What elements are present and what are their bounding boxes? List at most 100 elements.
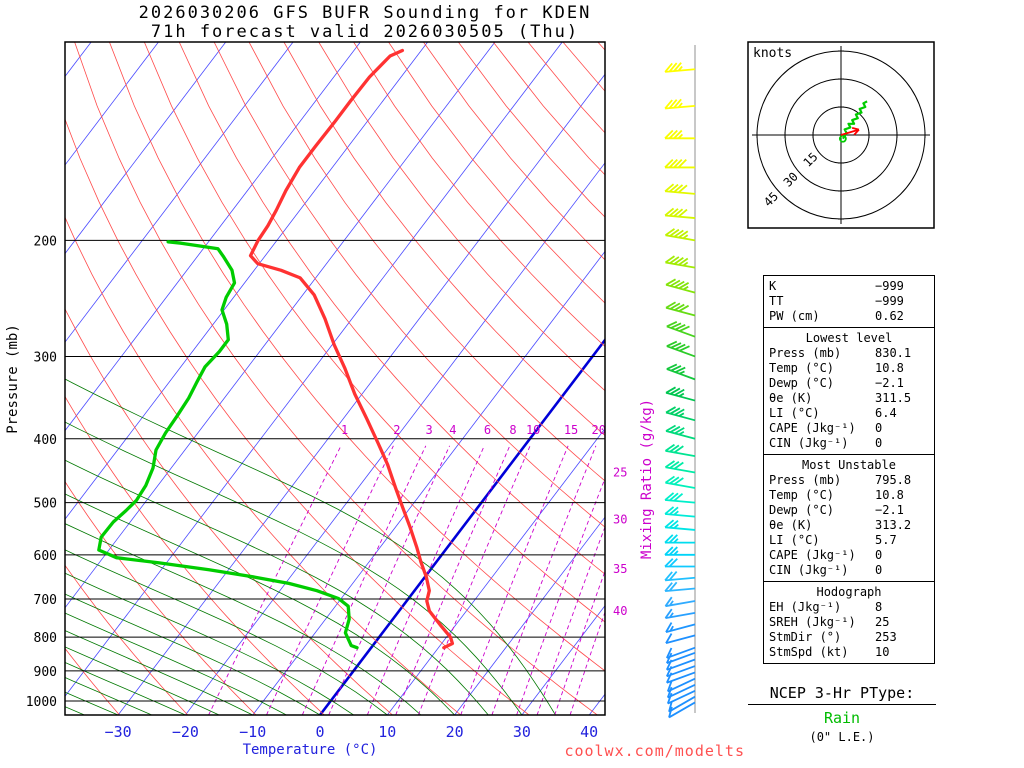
stat-label: Dewp (°C) <box>769 376 835 390</box>
stat-value: 5.7 <box>875 533 897 547</box>
svg-text:1000: 1000 <box>26 695 57 710</box>
stat-label: Temp (°C) <box>769 488 835 502</box>
svg-text:10: 10 <box>378 723 396 741</box>
stat-value: −999 <box>875 294 904 308</box>
stat-value: 10 <box>875 645 890 659</box>
stats-box: Lowest level Press (mb) 830.1 Temp (°C) 10.8… <box>763 327 935 455</box>
svg-text:500: 500 <box>34 497 57 512</box>
temperature-tick-labels: −30 −20 −10 0 10 20 30 40 <box>105 723 599 741</box>
stat-row: SREH (Jkg⁻¹) 25 <box>769 615 929 630</box>
temperature-profile <box>248 48 455 650</box>
chart-subtitle: 71h forecast valid 2026030505 (Thu) <box>150 22 580 42</box>
stat-row: θe (K) 311.5 <box>769 391 929 406</box>
hodograph-trace <box>841 100 868 140</box>
stat-value: 10.8 <box>875 361 904 375</box>
stat-label: CIN (Jkg⁻¹) <box>769 436 849 450</box>
stat-value: −2.1 <box>875 376 904 390</box>
svg-text:30: 30 <box>613 512 627 526</box>
stat-value: 253 <box>875 630 897 644</box>
stat-value: 10.8 <box>875 488 904 502</box>
mixing-ratio-axis-label: Mixing Ratio (g/kg) <box>639 398 655 560</box>
svg-text:−10: −10 <box>239 723 266 741</box>
stat-label: Press (mb) <box>769 473 842 487</box>
svg-text:6: 6 <box>484 423 491 437</box>
svg-text:400: 400 <box>34 433 57 448</box>
stat-value: 8 <box>875 600 883 614</box>
stat-row: θe (K) 313.2 <box>769 518 929 533</box>
stat-label: LI (°C) <box>769 406 820 420</box>
stat-label: θe (K) <box>769 391 813 405</box>
stat-row: Press (mb) 795.8 <box>769 473 929 488</box>
svg-text:8: 8 <box>509 423 516 437</box>
stat-label: Dewp (°C) <box>769 503 835 517</box>
stat-label: θe (K) <box>769 518 813 532</box>
svg-text:4: 4 <box>449 423 456 437</box>
stats-panel: K −999 TT −999 PW (cm) 0.62 Lowest level Press … <box>763 275 935 664</box>
svg-text:10: 10 <box>526 423 540 437</box>
dewpoint-profile <box>97 240 359 650</box>
mixing-ratio-labels: 1 2 3 4 6 8 10 15 20 25 30 35 40 <box>341 423 627 618</box>
svg-text:600: 600 <box>34 549 57 564</box>
stat-label: CAPE (Jkg⁻¹) <box>769 421 856 435</box>
svg-text:30: 30 <box>513 723 531 741</box>
stat-label: SREH (Jkg⁻¹) <box>769 615 856 629</box>
svg-text:3: 3 <box>426 423 433 437</box>
stat-row: LI (°C) 5.7 <box>769 533 929 548</box>
stat-label: StmDir (°) <box>769 630 842 644</box>
stat-row: CAPE (Jkg⁻¹) 0 <box>769 548 929 563</box>
stat-row: CIN (Jkg⁻¹) 0 <box>769 563 929 578</box>
stat-row: Dewp (°C) −2.1 <box>769 503 929 518</box>
skewt-background-lines <box>65 42 605 715</box>
stat-label: K <box>769 279 777 293</box>
stat-value: 25 <box>875 615 890 629</box>
svg-text:700: 700 <box>34 593 57 608</box>
stat-label: EH (Jkg⁻¹) <box>769 600 842 614</box>
svg-text:−30: −30 <box>105 723 132 741</box>
svg-text:300: 300 <box>34 350 57 365</box>
stat-row: Dewp (°C) −2.1 <box>769 376 929 391</box>
stat-value: 0 <box>875 548 883 562</box>
stat-row: StmSpd (kt) 10 <box>769 645 929 660</box>
stat-row: TT −999 <box>769 294 929 309</box>
ptype-panel: NCEP 3-Hr PType: Rain (0" L.E.) <box>748 684 936 744</box>
stat-value: 0 <box>875 436 883 450</box>
stats-box-title: Most Unstable <box>802 458 896 472</box>
stat-row: EH (Jkg⁻¹) 8 <box>769 600 929 615</box>
stat-row: K −999 <box>769 279 929 294</box>
svg-text:2: 2 <box>393 423 400 437</box>
ptype-title: NCEP 3-Hr PType: <box>748 684 936 705</box>
stats-box-title: Lowest level <box>805 331 893 345</box>
stat-value: −2.1 <box>875 503 904 517</box>
stat-value: 0 <box>875 563 883 577</box>
storm-motion-arrow <box>840 128 860 136</box>
stat-row: Temp (°C) 10.8 <box>769 488 929 503</box>
svg-text:25: 25 <box>613 465 627 479</box>
stat-row: Temp (°C) 10.8 <box>769 361 929 376</box>
hodograph-units-label: knots <box>753 46 793 61</box>
pressure-axis-label: Pressure (mb) <box>5 324 21 434</box>
ptype-liquid-equivalent: (0" L.E.) <box>809 730 875 744</box>
stat-row: Press (mb) 830.1 <box>769 346 929 361</box>
stats-box: Hodograph EH (Jkg⁻¹) 8 SREH (Jkg⁻¹) 25 StmDir… <box>763 581 935 664</box>
stats-box-title: Hodograph <box>816 585 882 599</box>
stat-value: 795.8 <box>875 473 912 487</box>
pressure-gridlines: 200 300 400 500 600 700 800 900 1000 <box>26 234 605 710</box>
stat-value: 311.5 <box>875 391 912 405</box>
stat-row: LI (°C) 6.4 <box>769 406 929 421</box>
svg-text:15: 15 <box>564 423 578 437</box>
stat-label: CAPE (Jkg⁻¹) <box>769 548 856 562</box>
stat-label: Press (mb) <box>769 346 842 360</box>
stat-value: 313.2 <box>875 518 912 532</box>
sounding-profiles <box>97 48 455 650</box>
svg-text:800: 800 <box>34 631 57 646</box>
hodograph-origin-marker <box>838 134 847 143</box>
stat-value: 830.1 <box>875 346 912 360</box>
svg-text:0: 0 <box>315 723 324 741</box>
stat-label: Temp (°C) <box>769 361 835 375</box>
stat-value: −999 <box>875 279 904 293</box>
temperature-axis-label: Temperature (°C) <box>242 742 378 758</box>
svg-text:900: 900 <box>34 665 57 680</box>
stat-label: LI (°C) <box>769 533 820 547</box>
stat-row: CIN (Jkg⁻¹) 0 <box>769 436 929 451</box>
